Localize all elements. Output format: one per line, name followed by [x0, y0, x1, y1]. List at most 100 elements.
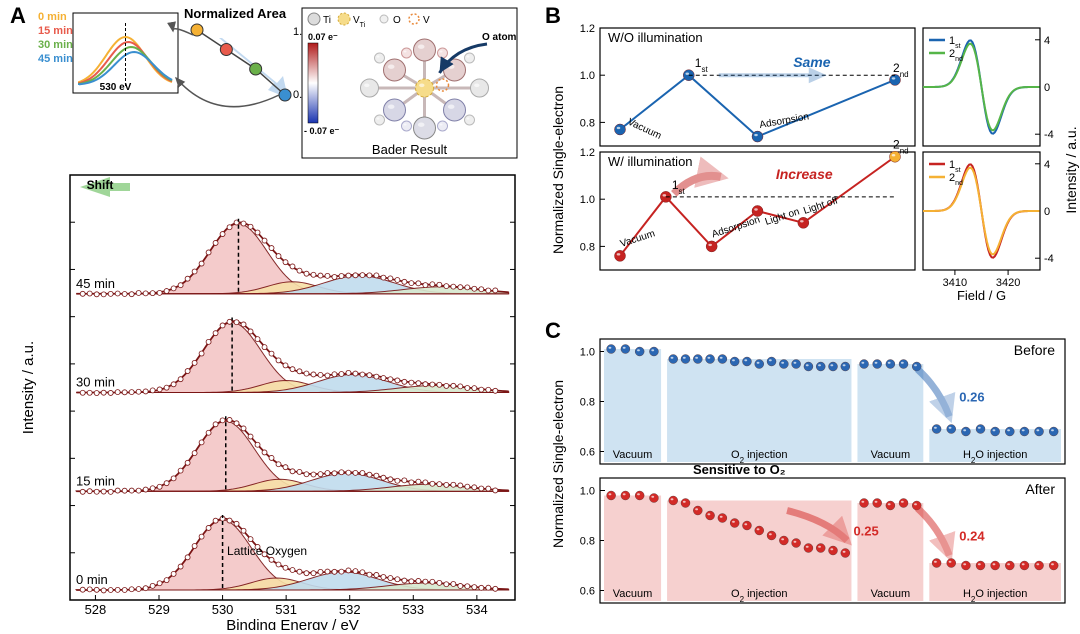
profile-point	[873, 499, 882, 508]
xps-datapoint	[129, 292, 134, 297]
profile-point	[755, 360, 764, 369]
cbar-top-label: 0.07 e⁻	[308, 32, 338, 42]
xps-datapoint	[241, 322, 246, 327]
svg-text:0.8: 0.8	[580, 241, 595, 253]
xps-datapoint	[402, 279, 407, 284]
xps-datapoint	[402, 379, 407, 384]
xtick: 532	[339, 602, 361, 617]
xps-datapoint	[164, 289, 169, 294]
xps-datapoint	[150, 388, 155, 393]
xps-datapoint	[129, 488, 134, 493]
profile-point	[886, 501, 895, 510]
stack-time-label: 0 min	[76, 572, 108, 587]
profile-point	[1020, 561, 1029, 570]
segment-fill	[604, 349, 661, 462]
xps-datapoint	[143, 586, 148, 591]
svg-text:0.6: 0.6	[580, 586, 595, 598]
xps-datapoint	[374, 273, 379, 278]
area-point	[250, 63, 262, 75]
xps-datapoint	[248, 434, 253, 439]
xps-datapoint	[430, 282, 435, 287]
profile-point	[779, 360, 788, 369]
atom-sphere	[375, 53, 385, 63]
xps-datapoint	[185, 460, 190, 465]
xps-datapoint	[171, 382, 176, 387]
seq-step-label: Light on	[764, 206, 801, 227]
xps-datapoint	[192, 544, 197, 549]
xps-datapoint	[213, 518, 218, 523]
atom-sphere	[402, 48, 412, 58]
row-label: Before	[1014, 342, 1055, 358]
xps-datapoint	[402, 578, 407, 583]
seq-point	[615, 250, 626, 261]
xps-datapoint	[171, 476, 176, 481]
profile-point	[899, 360, 908, 369]
xps-datapoint	[388, 377, 393, 382]
xps-datapoint	[486, 387, 491, 392]
xps-datapoint	[220, 418, 225, 423]
stack-time-label: 30 min	[76, 375, 115, 390]
xps-datapoint	[136, 389, 141, 394]
xps-datapoint	[416, 578, 421, 583]
xps-datapoint	[192, 451, 197, 456]
profile-point	[779, 536, 788, 545]
profile-point	[669, 496, 678, 505]
xps-datapoint	[136, 586, 141, 591]
profile-point	[816, 544, 825, 553]
xps-datapoint	[164, 578, 169, 583]
xps-datapoint	[339, 273, 344, 278]
xps-datapoint	[367, 273, 372, 278]
xps-datapoint	[395, 278, 400, 283]
xps-datapoint	[437, 482, 442, 487]
area-point	[220, 44, 232, 56]
profile-point	[886, 360, 895, 369]
xps-datapoint	[87, 489, 92, 494]
xps-datapoint	[388, 276, 393, 281]
xps-datapoint	[444, 383, 449, 388]
xps-datapoint	[465, 385, 470, 390]
y-axis-label: Intensity / a.u.	[20, 341, 37, 434]
profile-point	[718, 355, 727, 364]
xps-datapoint	[220, 323, 225, 328]
xps-datapoint	[318, 273, 323, 278]
xps-datapoint	[157, 290, 162, 295]
xps-datapoint	[416, 479, 421, 484]
xps-datapoint	[122, 488, 127, 493]
xps-datapoint	[262, 450, 267, 455]
profile-point	[669, 355, 678, 364]
profile-point	[961, 427, 970, 436]
xps-datapoint	[465, 285, 470, 290]
xps-datapoint	[381, 275, 386, 280]
profile-point	[767, 357, 776, 366]
xps-datapoint	[192, 360, 197, 365]
segment-fill	[604, 496, 661, 602]
xps-datapoint	[437, 282, 442, 287]
xps-datapoint	[115, 390, 120, 395]
atom-sphere	[471, 79, 489, 97]
xps-datapoint	[248, 224, 253, 229]
xps-datapoint	[171, 571, 176, 576]
profile-point	[1005, 561, 1014, 570]
xps-datapoint	[493, 388, 498, 393]
h2o-decrease: 0.24	[959, 529, 985, 544]
profile-point	[976, 425, 985, 434]
seq-anno: Increase	[776, 166, 833, 182]
panel-c-svg: Normalized Single-electron0.60.81.0Befor…	[545, 314, 1080, 634]
xps-datapoint	[486, 486, 491, 491]
xps-datapoint	[241, 426, 246, 431]
xps-datapoint	[423, 283, 428, 288]
profile-point	[693, 506, 702, 515]
xps-datapoint	[479, 486, 484, 491]
svg-text:1.0: 1.0	[580, 70, 595, 82]
profile-point	[873, 360, 882, 369]
xps-datapoint	[227, 417, 232, 422]
profile-point	[1020, 427, 1029, 436]
xps-datapoint	[339, 569, 344, 574]
xps-datapoint	[409, 281, 414, 286]
xps-datapoint	[129, 587, 134, 592]
xps-datapoint	[325, 273, 330, 278]
profile-point	[860, 360, 869, 369]
profile-point	[1049, 427, 1058, 436]
xps-datapoint	[234, 421, 239, 426]
xps-datapoint	[451, 284, 456, 289]
